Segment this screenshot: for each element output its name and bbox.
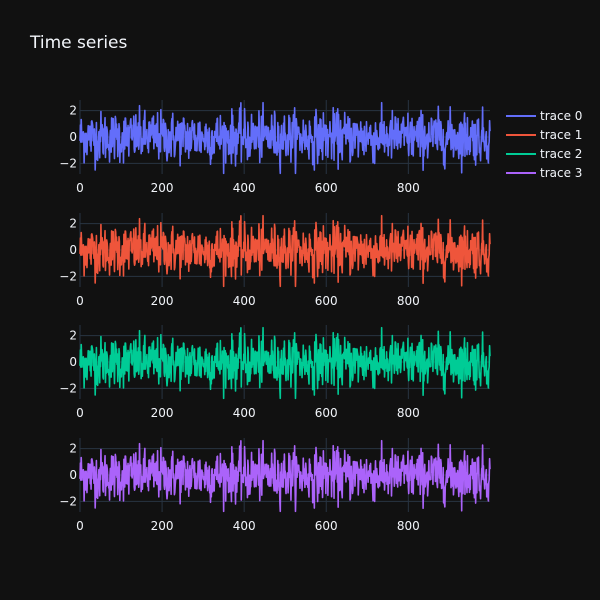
legend-label-0: trace 0 — [540, 109, 582, 123]
x-tick-label-1-2: 400 — [233, 294, 256, 308]
x-tick-label-2-1: 200 — [151, 406, 174, 420]
y-tick-label-3-2: 2 — [69, 442, 77, 456]
x-tick-label-3-2: 400 — [233, 519, 256, 533]
legend-label-3: trace 3 — [540, 166, 582, 180]
x-tick-label-1-1: 200 — [151, 294, 174, 308]
x-tick-label-1-3: 600 — [315, 294, 338, 308]
series-line-0 — [79, 101, 491, 175]
y-tick-label-2-2: 2 — [69, 329, 77, 343]
chart-title: Time series — [30, 33, 128, 53]
y-tick-label-1-0: −2 — [59, 269, 77, 283]
legend-label-1: trace 1 — [540, 128, 582, 142]
y-tick-label-1-1: 0 — [69, 243, 77, 257]
x-tick-label-2-4: 800 — [397, 406, 420, 420]
y-tick-label-3-1: 0 — [69, 468, 77, 482]
x-tick-label-3-1: 200 — [151, 519, 174, 533]
y-tick-label-2-1: 0 — [69, 355, 77, 369]
y-tick-label-0-2: 2 — [69, 104, 77, 118]
x-tick-label-0-0: 0 — [76, 181, 84, 195]
series-line-2 — [79, 326, 491, 400]
x-tick-label-2-3: 600 — [315, 406, 338, 420]
y-tick-label-2-0: −2 — [59, 381, 77, 395]
x-tick-label-0-3: 600 — [315, 181, 338, 195]
subplot-1: −2 0 2 0 200 400 600 800 — [59, 213, 491, 308]
x-tick-label-2-2: 400 — [233, 406, 256, 420]
x-tick-label-3-0: 0 — [76, 519, 84, 533]
subplot-2: −2 0 2 0 200 400 600 800 — [59, 325, 491, 420]
y-tick-label-3-0: −2 — [59, 494, 77, 508]
legend-label-2: trace 2 — [540, 147, 582, 161]
x-tick-label-0-4: 800 — [397, 181, 420, 195]
x-tick-label-2-0: 0 — [76, 406, 84, 420]
y-tick-label-0-0: −2 — [59, 156, 77, 170]
series-line-1 — [79, 214, 491, 288]
subplot-0: −2 0 2 0 200 400 600 800 — [59, 100, 491, 195]
x-tick-label-1-0: 0 — [76, 294, 84, 308]
x-tick-label-3-4: 800 — [397, 519, 420, 533]
x-tick-label-0-2: 400 — [233, 181, 256, 195]
y-tick-label-1-2: 2 — [69, 217, 77, 231]
y-tick-label-0-1: 0 — [69, 130, 77, 144]
x-tick-label-0-1: 200 — [151, 181, 174, 195]
legend: trace 0 trace 1 trace 2 trace 3 — [506, 109, 582, 180]
subplot-3: −2 0 2 0 200 400 600 800 — [59, 438, 491, 533]
x-tick-label-3-3: 600 — [315, 519, 338, 533]
series-line-3 — [79, 439, 491, 513]
x-tick-label-1-4: 800 — [397, 294, 420, 308]
